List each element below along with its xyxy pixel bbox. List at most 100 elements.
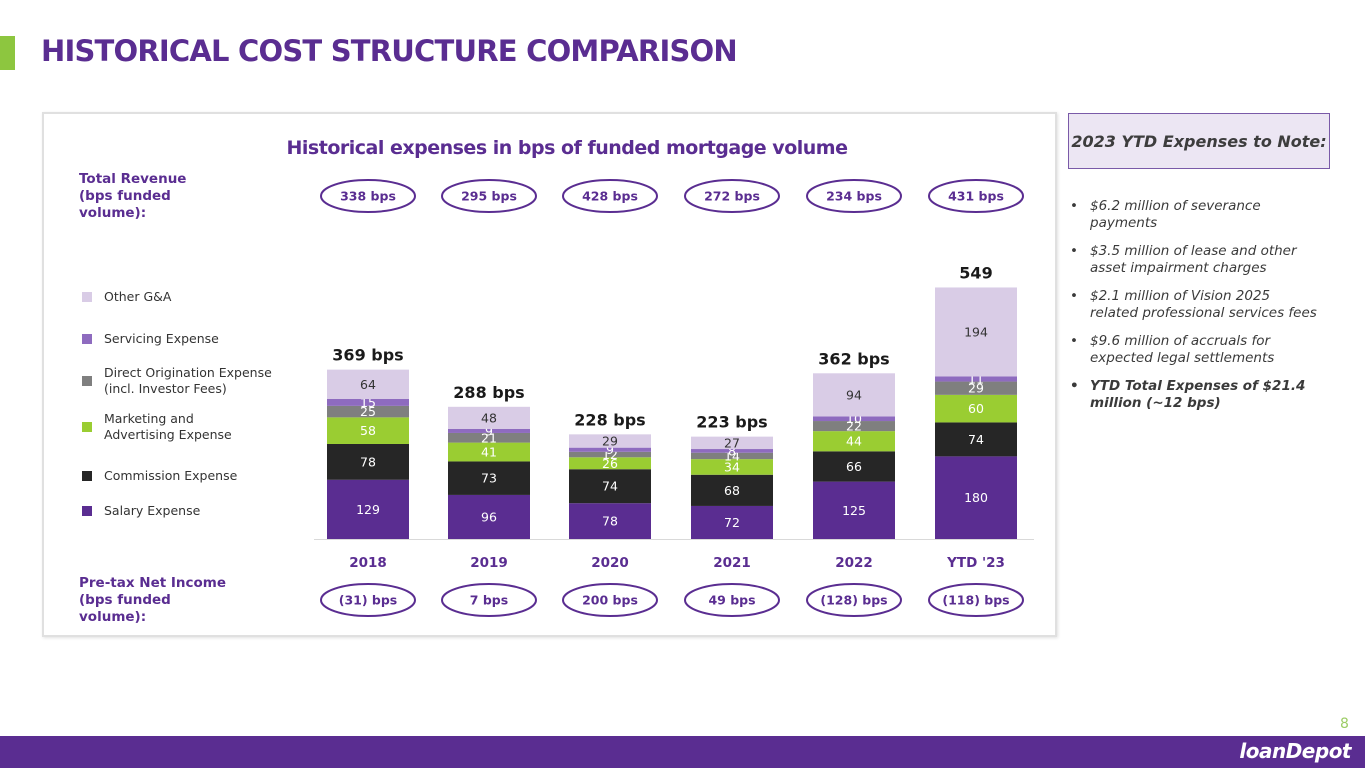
- pretax-net-income-oval: [441, 583, 537, 617]
- total-revenue-value: 338 bps: [340, 189, 396, 204]
- legend-label-other-g-a: Other G&A: [104, 289, 172, 304]
- pretax-net-income-label-line: (bps funded: [79, 592, 171, 608]
- pretax-net-income-value: 200 bps: [582, 593, 638, 608]
- bar-other-g-a-2018: [327, 369, 409, 399]
- legend-label-marketing-and-advertising-expense: Marketing and: [104, 411, 194, 426]
- note-item-vision-2025: $2.1 million of Vision 2025 related prof…: [1070, 288, 1320, 322]
- x-tick-label-2018: 2018: [349, 555, 387, 571]
- footer-band: loanDepot: [0, 736, 1365, 768]
- bar-label-marketing-and-advertising-expense-ytd-23: 60: [968, 401, 984, 416]
- total-label-ytd-23: 549: [959, 263, 992, 282]
- bar-salary-expense-2021: [691, 505, 773, 539]
- x-tick-label-ytd-23: YTD '23: [946, 555, 1005, 571]
- bar-label-commission-expense-ytd-23: 74: [968, 432, 984, 447]
- x-tick-label-2020: 2020: [591, 555, 629, 571]
- bar-label-servicing-expense-2019: 9: [485, 423, 493, 438]
- pretax-net-income-value: (31) bps: [339, 593, 398, 608]
- x-tick-label-2021: 2021: [713, 555, 751, 571]
- title-accent-bar: [0, 36, 15, 70]
- pretax-net-income-value: (128) bps: [820, 593, 887, 608]
- bar-label-commission-expense-2021: 68: [724, 483, 740, 498]
- total-label-2021: 223 bps: [696, 413, 767, 432]
- chart-panel: Historical expenses in bps of funded mor…: [42, 112, 1057, 637]
- stacked-bar-chart: Historical expenses in bps of funded mor…: [79, 137, 1034, 625]
- bar-label-other-g-a-2021: 27: [724, 435, 740, 450]
- bar-label-salary-expense-2019: 96: [481, 509, 497, 524]
- bar-label-servicing-expense-2020: 9: [606, 442, 614, 457]
- notes-title: 2023 YTD Expenses to Note:: [1068, 113, 1330, 169]
- bar-label-direct-origination-expense-incl-investor-fees-2018: 25: [360, 404, 376, 419]
- bar-commission-expense-2022: [813, 451, 895, 482]
- note-item-legal-accruals: $9.6 million of accruals for expected le…: [1070, 333, 1320, 367]
- total-revenue-label-line: (bps funded: [79, 188, 171, 204]
- legend-swatch-salary-expense: [82, 506, 92, 516]
- bar-direct-origination-expense-incl-investor-fees-2019: [448, 432, 530, 443]
- pretax-net-income-oval: [928, 583, 1024, 617]
- pretax-net-income-value: (118) bps: [942, 593, 1009, 608]
- pretax-net-income-value: 49 bps: [708, 593, 755, 608]
- total-label-2020: 228 bps: [574, 410, 645, 429]
- bar-salary-expense-2019: [448, 494, 530, 539]
- bar-label-salary-expense-ytd-23: 180: [964, 490, 988, 505]
- pretax-net-income-oval: [684, 583, 780, 617]
- bar-servicing-expense-ytd-23: [935, 376, 1017, 382]
- total-revenue-value: 295 bps: [461, 189, 517, 204]
- bar-commission-expense-ytd-23: [935, 422, 1017, 457]
- chart-title: Historical expenses in bps of funded mor…: [287, 137, 848, 159]
- bar-label-other-g-a-2022: 94: [846, 387, 862, 402]
- bar-marketing-and-advertising-expense-ytd-23: [935, 394, 1017, 423]
- bar-label-marketing-and-advertising-expense-2022: 44: [846, 434, 862, 449]
- bar-other-g-a-2020: [569, 434, 651, 448]
- bar-salary-expense-2022: [813, 481, 895, 539]
- bar-other-g-a-2019: [448, 406, 530, 429]
- bar-servicing-expense-2020: [569, 447, 651, 452]
- notes-list: $6.2 million of severance payments $3.5 …: [1070, 198, 1320, 423]
- bar-label-commission-expense-2022: 66: [846, 459, 862, 474]
- bar-marketing-and-advertising-expense-2019: [448, 442, 530, 462]
- total-revenue-value: 428 bps: [582, 189, 638, 204]
- bar-label-other-g-a-ytd-23: 194: [964, 324, 988, 339]
- bar-label-commission-expense-2018: 78: [360, 454, 376, 469]
- bar-servicing-expense-2019: [448, 428, 530, 433]
- note-item-severance: $6.2 million of severance payments: [1070, 198, 1320, 232]
- bar-label-marketing-and-advertising-expense-2020: 26: [602, 456, 618, 471]
- x-tick-label-2022: 2022: [835, 555, 873, 571]
- note-item-ytd-total: YTD Total Expenses of $21.4 million (~12…: [1070, 378, 1320, 412]
- total-revenue-oval: [441, 179, 537, 213]
- total-label-2019: 288 bps: [453, 383, 524, 402]
- total-revenue-value: 234 bps: [826, 189, 882, 204]
- total-revenue-value: 272 bps: [704, 189, 760, 204]
- bar-servicing-expense-2022: [813, 416, 895, 422]
- page-title: HISTORICAL COST STRUCTURE COMPARISON: [41, 34, 738, 68]
- bar-direct-origination-expense-incl-investor-fees-2021: [691, 452, 773, 460]
- bar-label-marketing-and-advertising-expense-2018: 58: [360, 423, 376, 438]
- page-number: 8: [1340, 716, 1349, 732]
- total-label-2022: 362 bps: [818, 349, 889, 368]
- bar-label-other-g-a-2020: 29: [602, 434, 618, 449]
- total-revenue-oval: [320, 179, 416, 213]
- legend-label-salary-expense: Salary Expense: [104, 503, 201, 518]
- bar-label-marketing-and-advertising-expense-2019: 41: [481, 445, 497, 460]
- bar-label-commission-expense-2019: 73: [481, 471, 497, 486]
- pretax-net-income-label-line: Pre-tax Net Income: [79, 575, 226, 591]
- total-revenue-label-line: volume):: [79, 205, 146, 221]
- legend-label-commission-expense: Commission Expense: [104, 468, 238, 483]
- bar-label-servicing-expense-2021: 8: [728, 443, 736, 458]
- bar-salary-expense-ytd-23: [935, 456, 1017, 539]
- bar-label-salary-expense-2018: 129: [356, 502, 380, 517]
- bar-label-salary-expense-2022: 125: [842, 503, 866, 518]
- bar-direct-origination-expense-incl-investor-fees-2018: [327, 405, 409, 418]
- legend-label-direct-origination-expense-incl-investor-fees: Direct Origination Expense: [104, 365, 272, 380]
- bar-label-direct-origination-expense-incl-investor-fees-2022: 22: [846, 419, 862, 434]
- legend-swatch-direct-origination-expense-incl-investor-fees: [82, 376, 92, 386]
- legend-swatch-commission-expense: [82, 471, 92, 481]
- bar-commission-expense-2018: [327, 443, 409, 480]
- bar-direct-origination-expense-incl-investor-fees-2020: [569, 451, 651, 458]
- bar-servicing-expense-2018: [327, 399, 409, 406]
- bar-commission-expense-2020: [569, 469, 651, 504]
- pretax-net-income-oval: [806, 583, 902, 617]
- legend-swatch-marketing-and-advertising-expense: [82, 422, 92, 432]
- pretax-net-income-oval: [562, 583, 658, 617]
- pretax-net-income-oval: [320, 583, 416, 617]
- bar-label-other-g-a-2018: 64: [360, 377, 376, 392]
